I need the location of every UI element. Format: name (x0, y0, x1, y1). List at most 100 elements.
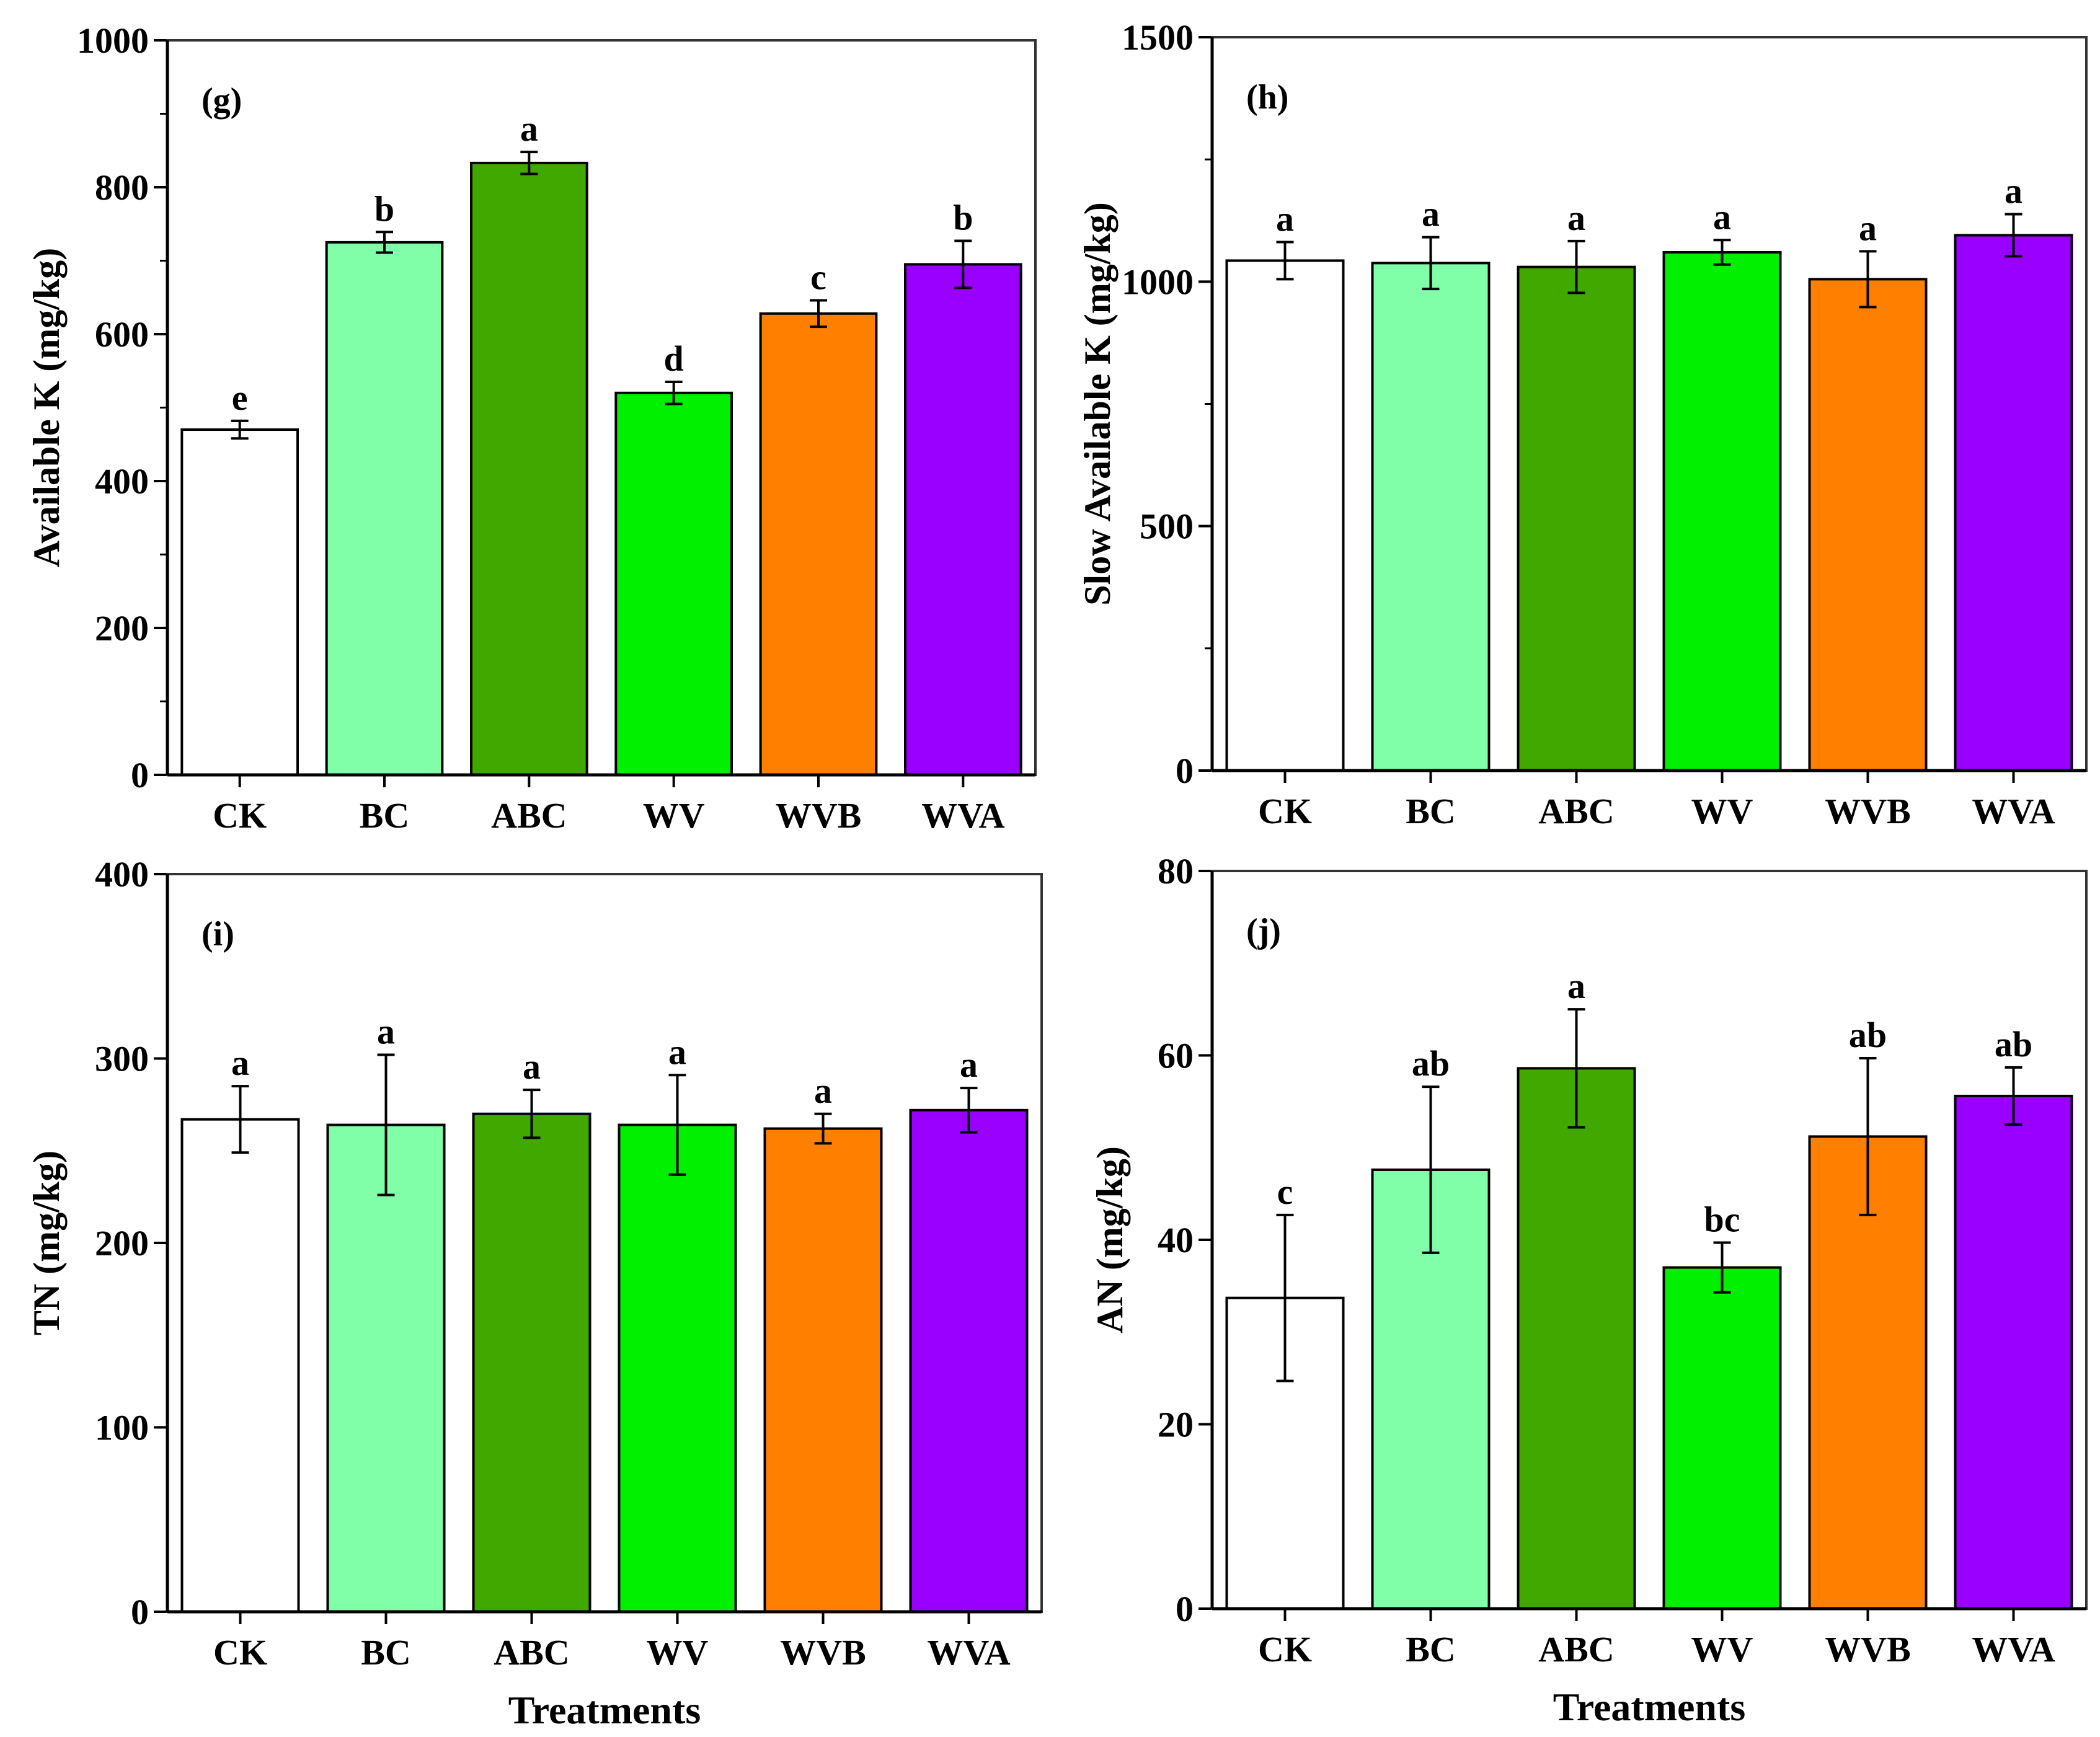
bar-wvb (759, 312, 878, 776)
significance-label-ck: e (232, 378, 248, 418)
bar-ck (180, 428, 299, 776)
y-tick-label: 20 (1158, 1405, 1194, 1445)
x-tick-label-wv: WV (643, 795, 705, 836)
significance-label-wv: bc (1704, 1199, 1740, 1239)
significance-label-wvb: a (1859, 208, 1877, 248)
y-tick-label: 300 (95, 1039, 149, 1079)
y-axis-title: Slow Available K (mg/kg) (1077, 202, 1118, 606)
bar-abc (1517, 265, 1636, 772)
significance-label-bc: ab (1412, 1043, 1450, 1084)
y-tick-label: 500 (1140, 506, 1194, 547)
y-tick-label: 40 (1158, 1220, 1194, 1260)
significance-label-wv: a (668, 1032, 686, 1072)
bar-wva (909, 1108, 1029, 1614)
x-tick-label-wvb: WVB (776, 795, 862, 836)
bar-wvb (763, 1127, 883, 1614)
panel-tag: (h) (1246, 78, 1288, 117)
x-tick-label-bc: BC (1406, 1629, 1456, 1669)
panel-g-available-k: e CK b BC a ABC d WV c WVB b WVA 0 200 400 600 800 1000 (g… (26, 20, 1037, 836)
bar-abc (470, 161, 588, 776)
significance-label-wvb: a (814, 1071, 832, 1111)
significance-label-wva: a (2005, 170, 2022, 211)
x-tick-label-wvb: WVB (780, 1632, 866, 1673)
y-tick-label: 100 (95, 1408, 149, 1448)
y-tick-label: 600 (95, 314, 149, 355)
bar-abc (472, 1112, 591, 1613)
panel-i-tn: a CK a BC a ABC a WV a WVB a WVA 0 100 200 300 400 (i) TN … (26, 854, 1043, 1732)
significance-label-wva: b (953, 198, 973, 238)
bar-bc (325, 241, 444, 776)
x-tick-label-ck: CK (213, 795, 267, 836)
x-tick-label-abc: ABC (494, 1632, 569, 1673)
x-tick-label-wva: WVA (1972, 1629, 2055, 1669)
x-tick-label-abc: ABC (491, 795, 567, 836)
panel-h-slow-available-k: a CK a BC a ABC a WV a WVB a WVA 0 500 1000 1500 (h) Slow… (1077, 17, 2088, 831)
significance-label-wva: a (960, 1045, 978, 1085)
y-tick-label: 200 (95, 1223, 149, 1263)
significance-label-wvb: ab (1849, 1015, 1887, 1055)
bar-wva (1954, 234, 2073, 772)
x-tick-label-wvb: WVB (1825, 1629, 1911, 1669)
y-tick-label: 0 (1176, 751, 1194, 791)
x-tick-label-bc: BC (361, 1632, 411, 1673)
y-axis-title: TN (mg/kg) (26, 1151, 67, 1335)
y-tick-label: 60 (1158, 1036, 1194, 1076)
x-tick-label-ck: CK (1258, 791, 1312, 831)
significance-label-wv: a (1713, 197, 1731, 237)
y-tick-label: 200 (95, 608, 149, 648)
significance-label-ck: a (231, 1043, 249, 1083)
bar-wv (618, 1123, 737, 1613)
x-tick-label-wva: WVA (921, 795, 1004, 836)
bar-wv (1662, 251, 1782, 772)
significance-label-wv: d (664, 338, 684, 379)
y-tick-label: 400 (95, 854, 149, 895)
significance-label-wva: ab (1995, 1024, 2032, 1064)
y-tick-label: 80 (1158, 851, 1194, 891)
significance-label-abc: a (520, 108, 538, 149)
y-tick-label: 1000 (77, 20, 149, 61)
y-tick-label: 0 (1176, 1589, 1194, 1629)
significance-label-bc: a (1422, 194, 1440, 234)
x-tick-label-abc: ABC (1538, 1629, 1614, 1669)
x-tick-label-bc: BC (1406, 791, 1456, 831)
significance-label-ck: c (1277, 1172, 1293, 1212)
x-tick-label-ck: CK (1258, 1629, 1312, 1669)
significance-label-abc: a (1567, 966, 1585, 1006)
significance-label-wvb: c (810, 257, 826, 297)
x-tick-label-wv: WV (647, 1632, 709, 1673)
x-tick-label-bc: BC (360, 795, 410, 836)
y-axis-title: Available K (mg/kg) (26, 248, 67, 568)
significance-label-abc: a (523, 1046, 541, 1087)
bar-wv (1662, 1266, 1782, 1610)
x-tick-label-wva: WVA (927, 1632, 1010, 1673)
panel-tag: (j) (1246, 912, 1281, 950)
significance-label-abc: a (1567, 198, 1585, 238)
x-axis-title: Treatments (1553, 1685, 1745, 1729)
bar-ck (1225, 259, 1345, 772)
x-tick-label-wva: WVA (1972, 791, 2055, 831)
panel-j-an: c CK ab BC a ABC bc WV ab WVB ab WVA 0 20 40 60 80 (j) AN … (1089, 851, 2088, 1729)
significance-label-bc: b (374, 188, 394, 229)
y-tick-label: 1500 (1122, 17, 1194, 58)
panel-tag: (g) (202, 81, 242, 120)
x-tick-label-wv: WV (1691, 1629, 1753, 1669)
y-tick-label: 0 (131, 1592, 149, 1632)
y-tick-label: 800 (95, 167, 149, 208)
bar-wva (904, 263, 1022, 776)
bar-ck (180, 1118, 300, 1614)
y-tick-label: 0 (131, 755, 149, 795)
bar-wv (614, 391, 733, 776)
significance-label-bc: a (377, 1012, 395, 1052)
x-tick-label-wv: WV (1691, 791, 1753, 831)
panel-tag: (i) (202, 915, 234, 953)
significance-label-ck: a (1276, 198, 1294, 239)
y-axis-title: AN (mg/kg) (1089, 1146, 1130, 1333)
y-tick-label: 1000 (1122, 262, 1194, 302)
x-tick-label-wvb: WVB (1825, 791, 1911, 831)
x-axis-title: Treatments (508, 1688, 701, 1732)
y-tick-label: 400 (95, 461, 149, 502)
x-tick-label-ck: CK (213, 1632, 267, 1673)
bar-wva (1954, 1094, 2073, 1610)
bar-bc (326, 1123, 446, 1613)
